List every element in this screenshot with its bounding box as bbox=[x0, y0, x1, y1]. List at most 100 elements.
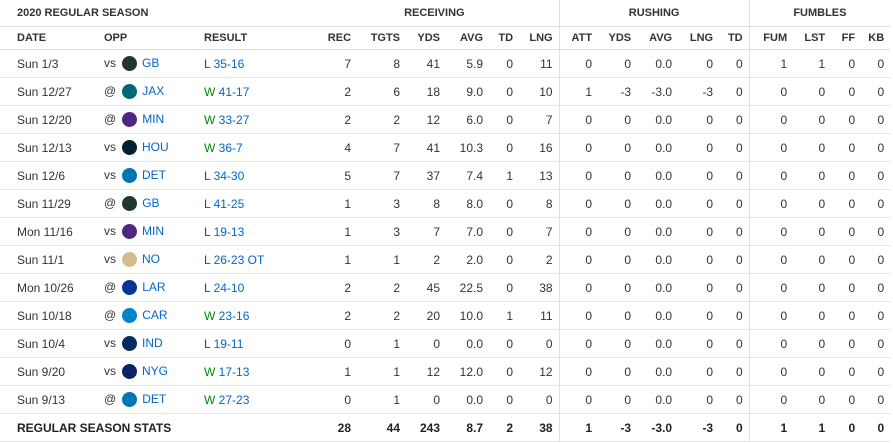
win-loss: L bbox=[204, 168, 211, 183]
stat-value: 0 bbox=[861, 49, 891, 78]
result-cell: L 35-16 bbox=[204, 49, 311, 78]
opponent-link[interactable]: NYG bbox=[142, 363, 169, 378]
stat-value: 0 bbox=[489, 189, 520, 218]
score-link[interactable]: 23-16 bbox=[218, 308, 250, 323]
stat-value: 0 bbox=[598, 273, 638, 302]
stat-value: 0.0 bbox=[637, 245, 679, 274]
result-cell: W 17-13 bbox=[204, 357, 311, 386]
stat-value: 1 bbox=[310, 189, 358, 218]
opponent-link[interactable]: JAX bbox=[142, 83, 165, 98]
opponent-link[interactable]: IND bbox=[142, 335, 163, 350]
opponent-link[interactable]: LAR bbox=[142, 279, 166, 294]
column-header: ATT bbox=[558, 26, 599, 50]
stat-value: 0 bbox=[748, 189, 794, 218]
home-away: @ bbox=[104, 307, 117, 322]
stat-value: 0 bbox=[748, 301, 794, 330]
score-link[interactable]: 19-13 bbox=[213, 224, 245, 239]
column-header: REC bbox=[310, 26, 358, 50]
win-loss: W bbox=[204, 112, 216, 127]
stat-value: 2 bbox=[310, 105, 358, 134]
stat-value: 0 bbox=[748, 329, 794, 358]
score-link[interactable]: 34-30 bbox=[213, 168, 245, 183]
stat-value: 11 bbox=[519, 49, 560, 78]
opponent-link[interactable]: NO bbox=[142, 251, 160, 266]
stat-value: 0.0 bbox=[637, 105, 679, 134]
opponent-link[interactable]: HOU bbox=[142, 139, 169, 154]
opponent-link[interactable]: CAR bbox=[142, 307, 168, 322]
team-logo bbox=[122, 280, 138, 296]
team-logo bbox=[122, 336, 137, 352]
opponent-link[interactable]: MIN bbox=[142, 223, 164, 238]
score-link[interactable]: 26-23 OT bbox=[213, 252, 265, 267]
stat-value: 0 bbox=[861, 245, 891, 274]
opponent-link[interactable]: DET bbox=[142, 391, 167, 406]
opponent-link[interactable]: GB bbox=[142, 195, 160, 210]
stat-value: 0 bbox=[489, 385, 520, 414]
win-loss: W bbox=[204, 308, 216, 323]
score-link[interactable]: 36-7 bbox=[218, 140, 243, 155]
stat-value: 0.0 bbox=[637, 161, 679, 190]
home-away: vs bbox=[104, 167, 116, 182]
team-logo bbox=[122, 252, 137, 268]
home-away: @ bbox=[104, 111, 117, 126]
score-link[interactable]: 27-23 bbox=[218, 392, 250, 407]
total-value: -3 bbox=[678, 413, 720, 442]
home-away: vs bbox=[104, 139, 116, 154]
stat-value: 0 bbox=[748, 133, 794, 162]
stat-value: 9.0 bbox=[446, 77, 490, 106]
opponent-cell: vs GB bbox=[104, 49, 204, 78]
score-link[interactable]: 19-11 bbox=[213, 336, 244, 351]
result-cell: W 41-17 bbox=[204, 77, 311, 106]
opponent-link[interactable]: MIN bbox=[142, 111, 165, 126]
stat-value: 0 bbox=[748, 357, 794, 386]
stat-value: 10 bbox=[519, 77, 560, 106]
stat-value: 0 bbox=[793, 105, 832, 134]
stat-value: 0 bbox=[678, 161, 720, 190]
home-away: vs bbox=[104, 335, 116, 350]
stat-value: 0 bbox=[831, 357, 862, 386]
win-loss: L bbox=[204, 336, 211, 351]
stat-value: 0 bbox=[406, 385, 447, 414]
stat-value: 0 bbox=[831, 301, 862, 330]
opponent-cell: @ CAR bbox=[104, 301, 204, 330]
score-link[interactable]: 17-13 bbox=[218, 364, 250, 379]
stat-value: 0 bbox=[793, 217, 832, 246]
home-away: @ bbox=[104, 279, 117, 294]
stat-value: 6.0 bbox=[446, 105, 490, 134]
game-date: Sun 11/29 bbox=[0, 189, 104, 218]
stat-value: 2 bbox=[310, 273, 358, 302]
stat-value: 0 bbox=[719, 357, 750, 386]
stat-value: 7 bbox=[357, 133, 407, 162]
score-link[interactable]: 41-17 bbox=[218, 84, 250, 99]
stat-value: 0 bbox=[719, 189, 750, 218]
column-header: LNG bbox=[678, 26, 720, 50]
group-header-row: 2020 REGULAR SEASON RECEIVING RUSHING FU… bbox=[0, 0, 891, 27]
stat-value: 0 bbox=[558, 105, 599, 134]
stat-value: 0 bbox=[598, 217, 638, 246]
team-logo bbox=[122, 364, 137, 380]
column-header: RESULT bbox=[204, 26, 311, 50]
total-value: 2 bbox=[489, 413, 520, 442]
stat-value: 0 bbox=[793, 301, 832, 330]
stat-value: 0.0 bbox=[637, 273, 679, 302]
game-date: Mon 11/16 bbox=[0, 217, 104, 246]
score-link[interactable]: 24-10 bbox=[213, 280, 245, 295]
stat-value: 12 bbox=[519, 357, 560, 386]
win-loss: L bbox=[204, 196, 211, 211]
opponent-link[interactable]: DET bbox=[142, 167, 166, 182]
opponent-link[interactable]: GB bbox=[142, 55, 160, 70]
stat-value: 0.0 bbox=[637, 357, 679, 386]
game-date: Sun 9/20 bbox=[0, 357, 104, 386]
game-row: Sun 10/4 vs IND L 19-11 0 1 0 0.0 0 0 0 0 0.0 0 0 0 0 0 0 bbox=[0, 329, 891, 358]
stat-value: 0.0 bbox=[637, 133, 679, 162]
stat-value: 0 bbox=[831, 161, 862, 190]
stat-value: 0 bbox=[748, 273, 794, 302]
score-link[interactable]: 33-27 bbox=[218, 112, 250, 127]
stat-value: 0 bbox=[861, 273, 891, 302]
total-value: 1 bbox=[793, 413, 832, 442]
score-link[interactable]: 35-16 bbox=[213, 56, 245, 71]
stat-value: 0 bbox=[558, 245, 599, 274]
stat-value: 0 bbox=[558, 301, 599, 330]
score-link[interactable]: 41-25 bbox=[213, 196, 245, 211]
